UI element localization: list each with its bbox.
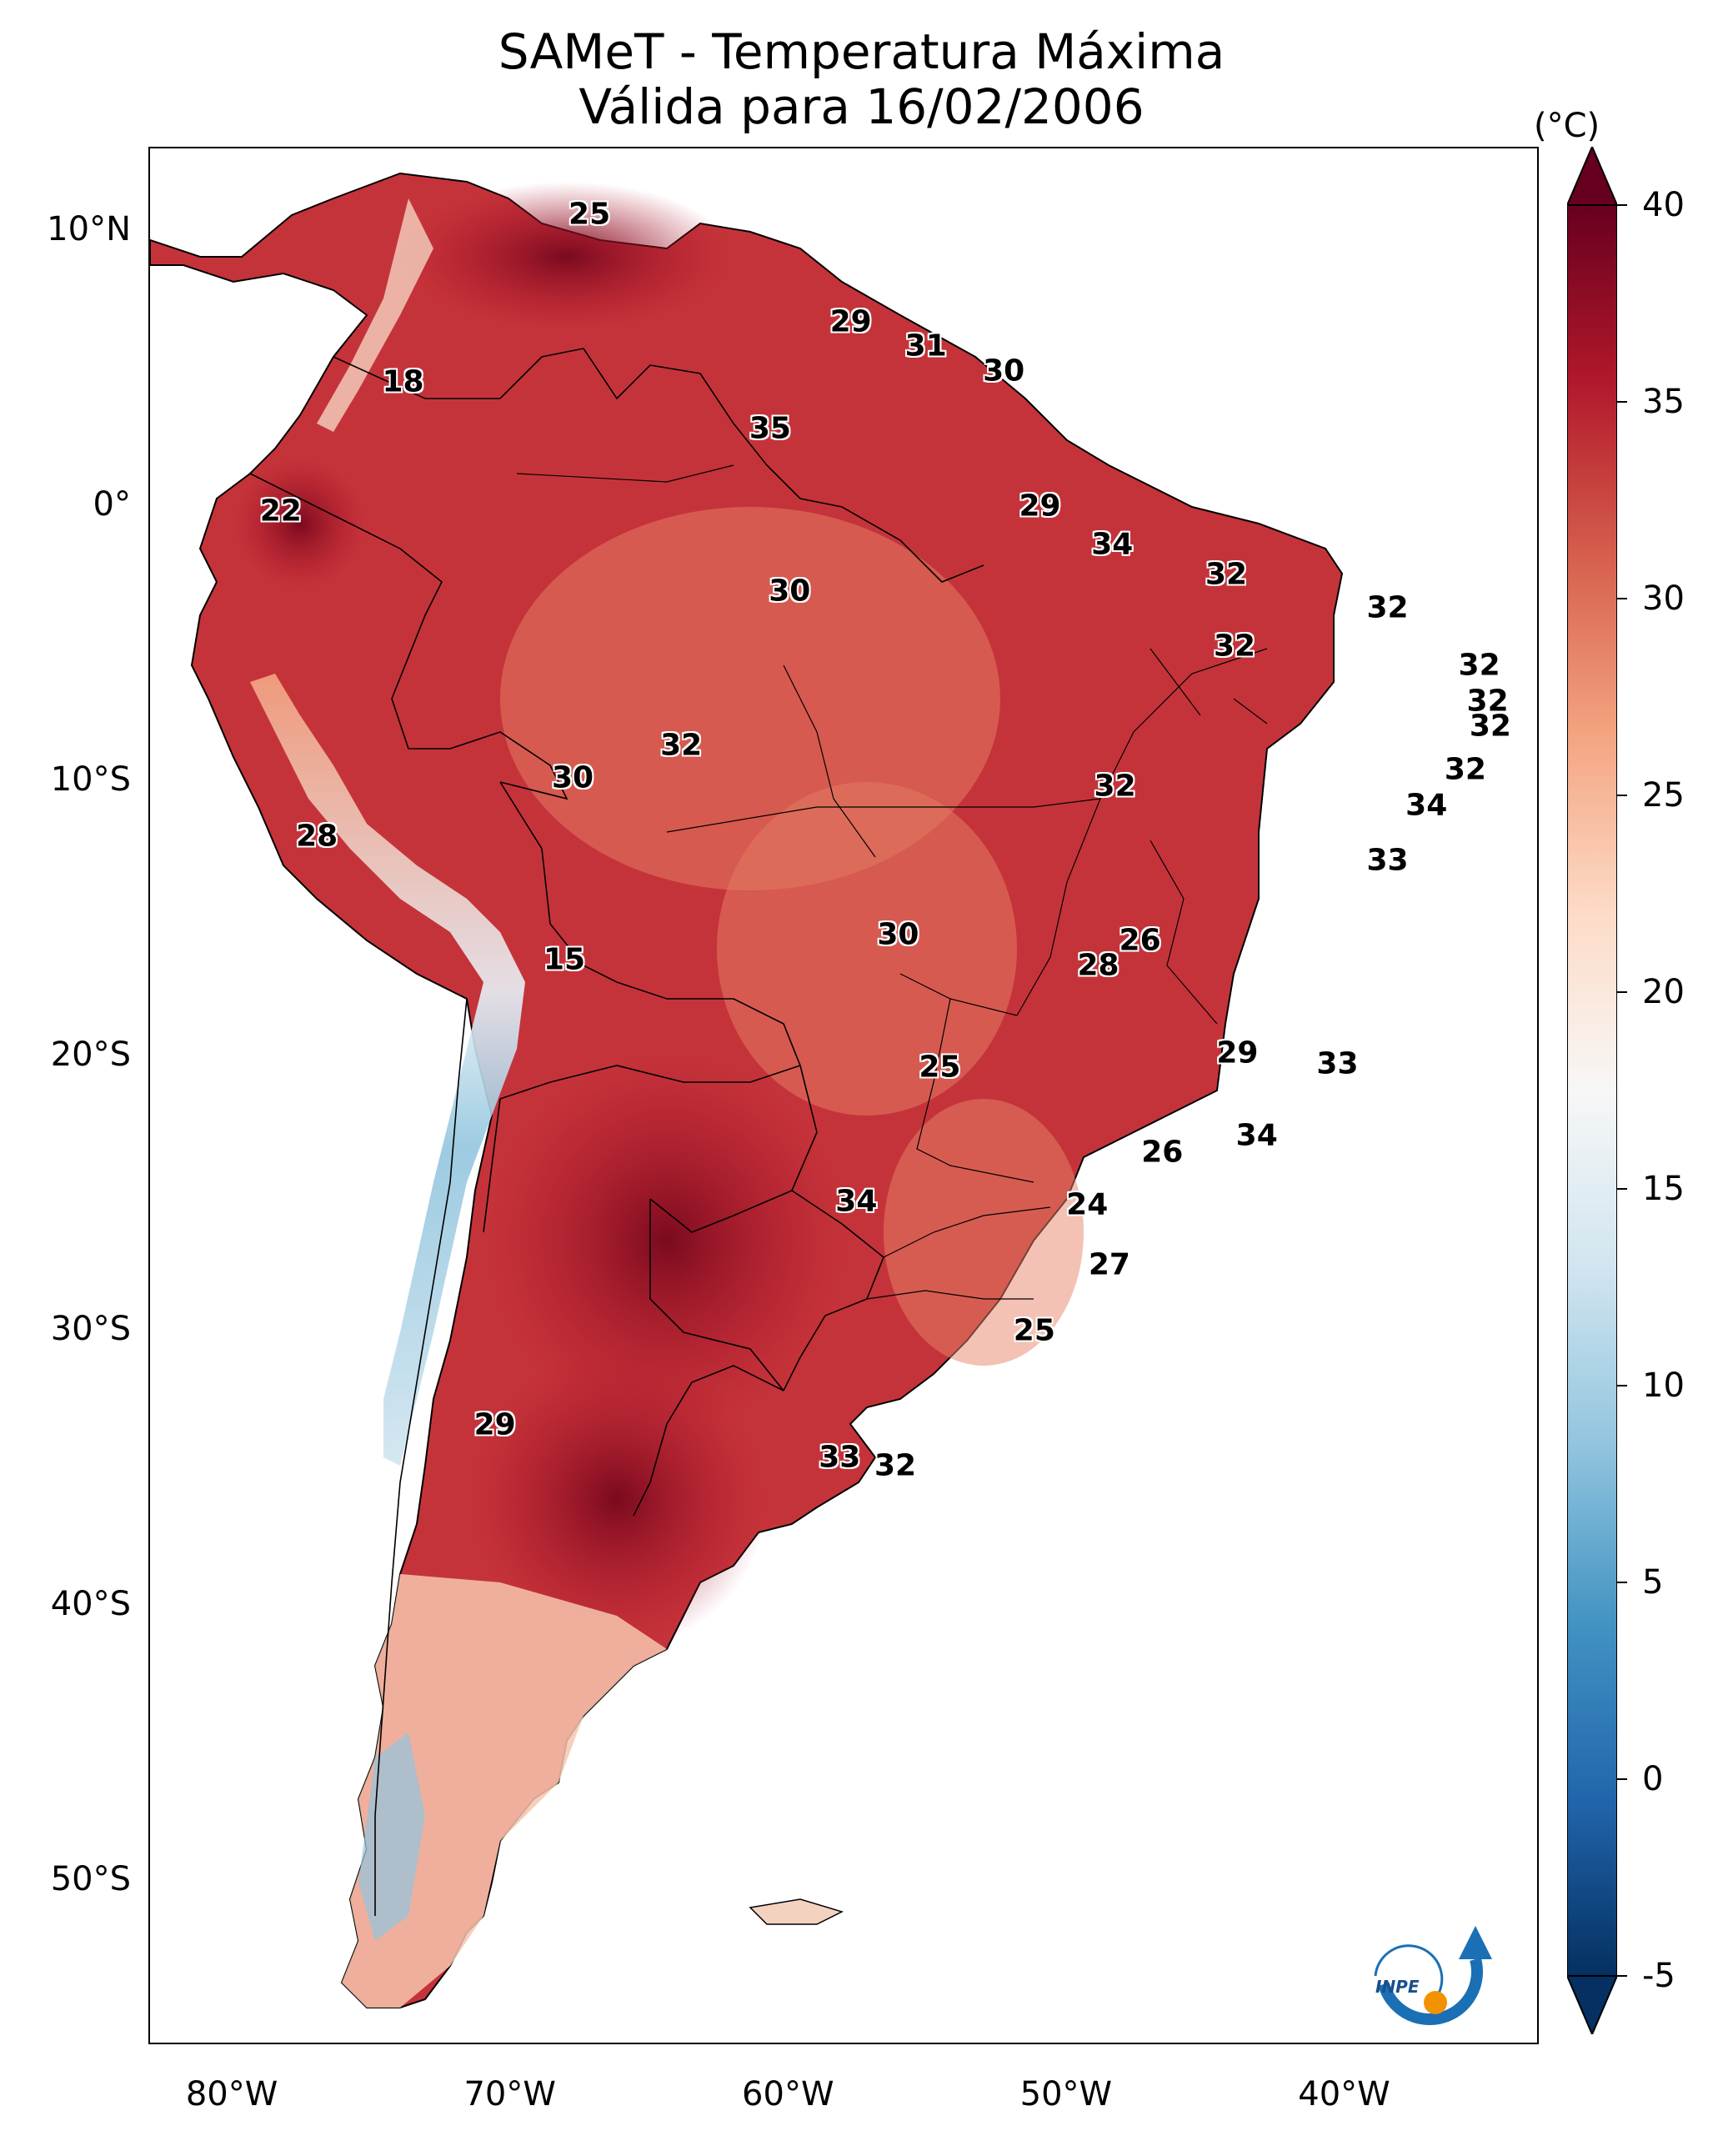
station-temp-label: 18 — [382, 364, 424, 399]
colorbar-tick-label: 10 — [1642, 1366, 1685, 1405]
y-tick-label: 20°S — [50, 1035, 131, 1074]
colorbar-body — [1567, 204, 1617, 1977]
station-temp-label: 32 — [874, 1448, 917, 1483]
station-temp-label: 30 — [769, 574, 811, 609]
station-temp-label: 32 — [1205, 557, 1248, 592]
colorbar-top-arrow — [1567, 147, 1617, 206]
map-area[interactable]: 25 18 22 29 31 30 35 29 34 32 30 32 32 32 32 32 32 30 32 32… — [148, 147, 1539, 2044]
station-temp-label: 30 — [983, 353, 1025, 389]
x-tick-label: 40°W — [1298, 2075, 1390, 2113]
station-temp-label: 29 — [473, 1407, 516, 1442]
pampas-hotspot — [467, 1349, 767, 1649]
inpe-logo: INPE — [1374, 1926, 1492, 2025]
map-title-line1: SAMeT - Temperatura Máxima — [498, 23, 1225, 80]
colorbar — [1567, 147, 1617, 2034]
station-temp-label: 32 — [1466, 684, 1509, 719]
venezuela-hotspot — [400, 182, 734, 332]
station-temp-label: 35 — [749, 411, 791, 446]
y-tick-label: 10°S — [50, 760, 131, 799]
station-temp-label: 32 — [1469, 709, 1511, 744]
station-temp-label: 27 — [1088, 1247, 1130, 1282]
colorbar-tick-mark — [1617, 1582, 1627, 1583]
colorbar-tick-mark — [1617, 401, 1627, 403]
y-tick-label: 30°S — [50, 1310, 131, 1349]
patagonia-zone — [342, 1574, 667, 2008]
colorbar-tick-label: 35 — [1642, 383, 1685, 421]
colorbar-tick-mark — [1617, 991, 1627, 993]
station-temp-label: 33 — [1366, 843, 1409, 878]
x-tick-label: 60°W — [742, 2075, 834, 2113]
x-tick-label: 50°W — [1019, 2075, 1113, 2113]
colorbar-tick-label: 0 — [1642, 1760, 1664, 1798]
y-tick-label: 50°S — [50, 1860, 131, 1899]
station-temp-label: 32 — [1094, 769, 1136, 804]
colorbar-tick-label: 30 — [1642, 579, 1685, 618]
station-temp-label: 33 — [1316, 1046, 1359, 1081]
y-tick-label: 10°N — [47, 209, 131, 248]
station-temp-label: 31 — [904, 328, 947, 364]
station-temp-label: 33 — [819, 1440, 861, 1475]
station-temp-label: 32 — [660, 728, 703, 763]
station-temp-label: 30 — [877, 917, 919, 952]
station-temp-label: 25 — [919, 1050, 961, 1085]
svg-text:INPE: INPE — [1375, 1977, 1420, 1997]
andes-cool-band — [250, 674, 525, 1466]
station-temp-label: 34 — [835, 1184, 878, 1219]
colorbar-tick-label: -5 — [1642, 1957, 1675, 1995]
x-tick-label: 70°W — [463, 2075, 556, 2113]
station-temp-label: 32 — [1213, 629, 1256, 664]
station-temp-label: 29 — [1216, 1035, 1259, 1070]
station-temp-label: 28 — [1077, 948, 1119, 983]
central-brazil-zone — [717, 782, 1017, 1116]
x-tick-label: 80°W — [185, 2075, 278, 2113]
colorbar-tick-mark — [1617, 795, 1627, 796]
colorbar-tick-label: 15 — [1642, 1170, 1685, 1208]
ecuador-hotspot — [233, 457, 367, 590]
colorbar-tick-mark — [1617, 204, 1627, 206]
colorbar-tick-label: 25 — [1642, 776, 1685, 815]
station-temp-label: 34 — [1405, 788, 1448, 823]
station-temp-label: 30 — [552, 760, 594, 795]
station-temp-label: 32 — [1444, 752, 1486, 787]
colorbar-tick-mark — [1617, 598, 1627, 599]
falkland-islands — [749, 1898, 844, 1925]
station-temp-label: 25 — [1013, 1313, 1055, 1348]
station-temp-label: 26 — [1141, 1135, 1184, 1170]
colorbar-tick-label: 40 — [1642, 186, 1685, 224]
country-borders — [249, 348, 984, 1916]
station-temp-label: 32 — [1366, 590, 1409, 625]
station-temp-label: 26 — [1119, 923, 1161, 958]
colorbar-bottom-arrow — [1567, 1975, 1617, 2034]
station-temp-label: 34 — [1235, 1118, 1278, 1153]
colorbar-tick-label: 20 — [1642, 973, 1685, 1011]
station-temp-label: 28 — [296, 819, 338, 854]
temperature-map — [150, 172, 1344, 2008]
colorbar-tick-mark — [1617, 1188, 1627, 1190]
y-tick-label: 0° — [93, 484, 131, 524]
colorbar-unit: (°C) — [1534, 107, 1600, 145]
station-temp-label: 15 — [543, 942, 586, 977]
colombia-andes-strip — [317, 198, 433, 432]
station-temp-label: 29 — [1019, 489, 1061, 524]
colorbar-tick-mark — [1617, 1778, 1627, 1780]
colorbar-tick-mark — [1617, 1385, 1627, 1386]
colorbar-tick-mark — [1617, 1975, 1627, 1977]
station-temp-label: 29 — [829, 304, 872, 339]
map-title-line2: Válida para 16/02/2006 — [579, 78, 1144, 135]
station-temp-label: 32 — [1458, 648, 1500, 683]
station-temp-label: 25 — [568, 197, 611, 232]
y-tick-label: 40°S — [50, 1585, 131, 1624]
station-temp-label: 24 — [1066, 1187, 1109, 1222]
station-temp-label: 22 — [259, 494, 302, 529]
station-temp-label: 34 — [1091, 527, 1134, 562]
colorbar-tick-label: 5 — [1642, 1563, 1664, 1602]
chaco-hotspot — [483, 1049, 850, 1432]
state-borders — [516, 464, 1268, 1300]
